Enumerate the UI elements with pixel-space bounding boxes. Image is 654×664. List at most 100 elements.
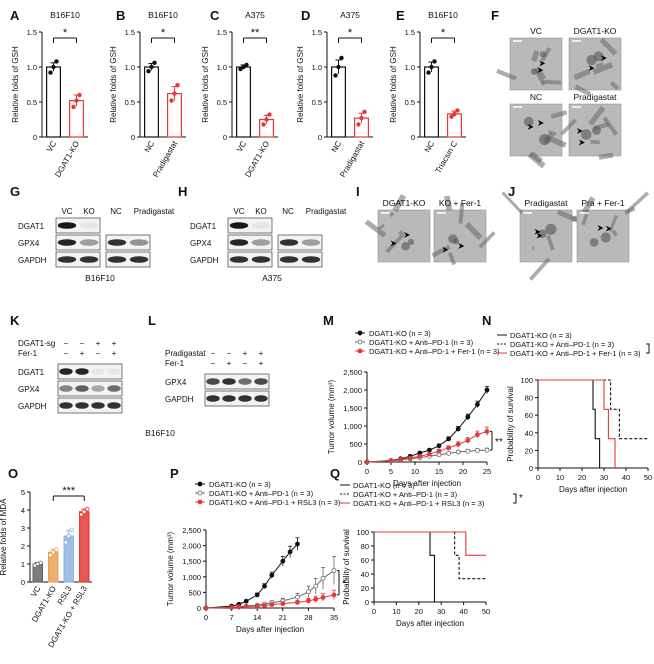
blot-band xyxy=(107,256,127,263)
em-membrane xyxy=(397,229,403,235)
x-tick-label: 50 xyxy=(644,473,652,482)
y-tick-label: 1.5 xyxy=(125,28,135,37)
legend-label: DGAT1-KO + Anti–PD-1 (n = 3) xyxy=(510,340,615,349)
y-tick-label: 2,000 xyxy=(343,386,362,395)
arrowhead-icon xyxy=(442,246,449,253)
arrowhead-icon xyxy=(537,67,544,74)
data-point xyxy=(436,443,442,449)
chart-title: B16F10 xyxy=(428,10,458,20)
legend-label: DGAT1-KO + Anti–PD-1 (n = 3) xyxy=(209,489,314,498)
bar xyxy=(331,66,347,138)
data-point xyxy=(48,70,53,75)
data-point xyxy=(269,602,275,607)
em-membrane xyxy=(624,206,636,215)
series-line xyxy=(366,430,488,463)
category-label: VC xyxy=(45,139,58,153)
em-membrane xyxy=(458,202,465,224)
blot-band xyxy=(91,402,105,409)
blot-band xyxy=(238,378,252,385)
em-organelle xyxy=(539,133,551,146)
data-point xyxy=(407,455,413,461)
condition-mark: + xyxy=(112,339,117,348)
legend-marker xyxy=(357,339,363,345)
data-point xyxy=(436,448,442,454)
legend-marker xyxy=(357,348,363,354)
arrowhead-icon xyxy=(600,55,607,62)
em-label: NC xyxy=(530,92,542,102)
em-membrane xyxy=(602,116,618,136)
em-membrane xyxy=(546,235,555,251)
protein-label: DGAT1 xyxy=(190,222,217,231)
legend-marker xyxy=(197,499,203,505)
data-point xyxy=(287,549,293,555)
arrowhead-icon xyxy=(588,65,595,72)
y-tick-label: 1,500 xyxy=(182,557,201,566)
y-tick-label: 100 xyxy=(356,528,369,537)
data-point xyxy=(313,596,319,602)
data-point xyxy=(79,512,84,517)
em-membrane xyxy=(590,139,600,145)
y-axis-label: Relative folds of GSH xyxy=(109,46,118,123)
y-tick-label: 5 xyxy=(21,488,25,497)
legend-label: DGAT1-KO + Anti–PD-1 + RSL3 (n = 3) xyxy=(353,499,485,508)
blot-strip xyxy=(227,217,273,234)
arrowhead-icon xyxy=(576,127,583,134)
data-point xyxy=(452,111,457,117)
em-membrane xyxy=(574,84,592,97)
y-tick-label: 1.0 xyxy=(125,63,135,72)
data-point xyxy=(169,98,174,103)
blot-band xyxy=(301,239,321,246)
em-organelle xyxy=(523,116,534,127)
lane-label: VC xyxy=(233,207,244,216)
blot-band xyxy=(129,256,149,263)
bar-chart-e: 0 0.5 1.0 1.5 B16F10 Relative folds of GSH NCT… xyxy=(389,10,466,175)
blot-band xyxy=(229,239,249,246)
arrowhead-icon xyxy=(605,225,612,232)
blot-band xyxy=(279,239,299,246)
data-point xyxy=(66,533,71,539)
blot-band xyxy=(107,385,121,392)
data-point xyxy=(333,73,338,78)
em-label: DGAT1-KO xyxy=(574,26,617,36)
em-membrane xyxy=(447,252,457,266)
lane-label: NC xyxy=(282,207,294,216)
legend-marker xyxy=(357,330,363,336)
arrowhead-icon xyxy=(458,243,465,250)
category-label: DGAT1-KO xyxy=(243,140,271,179)
data-point xyxy=(432,59,437,64)
em-membrane xyxy=(547,130,557,136)
y-tick-label: 100 xyxy=(520,376,533,385)
em-membrane xyxy=(560,118,577,136)
data-point xyxy=(71,104,76,110)
data-point xyxy=(146,68,151,74)
legend-label: DGAT1-KO + Anti–PD-1 + RSL3 (n = 3) xyxy=(209,498,341,507)
em-panels: VC DGAT1-KO NC Pradigastat DGAT1-KO KO + Fer-… xyxy=(364,26,650,281)
arrowhead-icon xyxy=(537,119,544,126)
em-membrane xyxy=(431,244,451,258)
panel-letter-i: I xyxy=(356,184,360,199)
em-label: DGAT1-KO xyxy=(383,198,426,208)
y-tick-label: 2,500 xyxy=(182,526,201,535)
y-tick-label: 1,000 xyxy=(182,573,201,582)
category-label: Triacsin C xyxy=(434,139,460,175)
blot-strip xyxy=(57,363,123,380)
em-membrane xyxy=(595,62,604,68)
bar xyxy=(45,66,61,138)
blot-band xyxy=(206,378,220,385)
legend-label: DGAT1-KO + Anti–PD-1 + Fer-1 (n = 3) xyxy=(369,347,500,356)
blot-band xyxy=(79,256,99,263)
protein-label: GAPDH xyxy=(18,402,47,411)
em-membrane xyxy=(592,62,614,75)
survival-chart-q: 0 20 40 60 80 100 0 10 20 30 40 50 Days after inject… xyxy=(340,481,523,628)
significance-mark: * xyxy=(63,27,68,39)
condition-mark: + xyxy=(259,359,264,368)
x-tick-label: 40 xyxy=(459,607,467,616)
data-point xyxy=(241,64,246,70)
em-organelle xyxy=(539,51,547,58)
panel-letter-k: K xyxy=(10,313,20,328)
y-tick-label: 40 xyxy=(361,570,369,579)
significance-mark: *** xyxy=(62,485,76,497)
protein-label: DGAT1 xyxy=(18,222,45,231)
blot-band xyxy=(206,395,220,402)
